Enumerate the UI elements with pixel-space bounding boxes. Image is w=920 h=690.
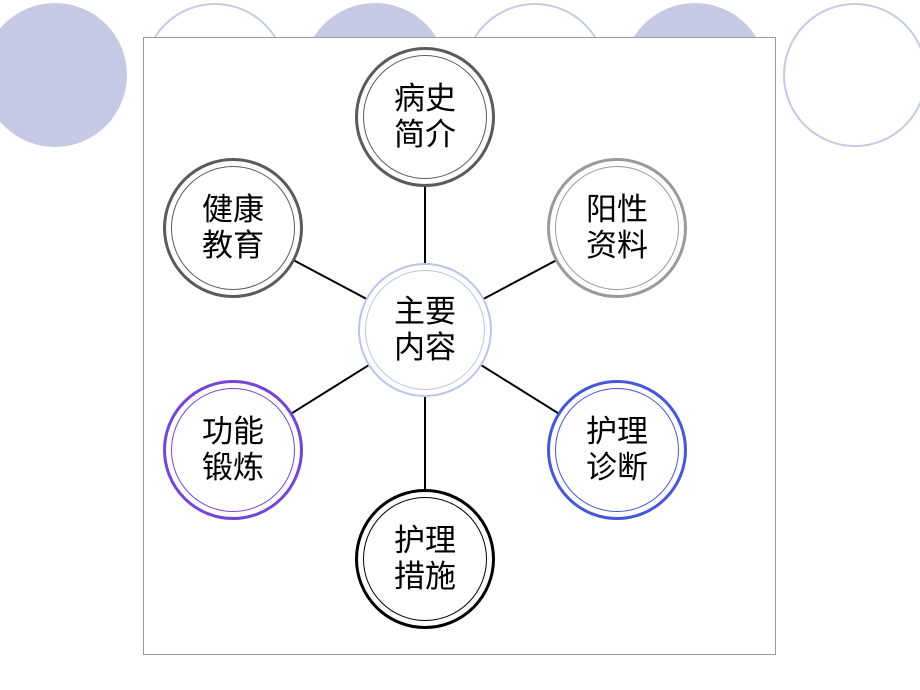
bg-circle-0 <box>0 3 127 147</box>
node-upper-left-label: 健康 教育 <box>202 192 264 263</box>
node-lower-right-inner: 护理 诊断 <box>555 388 679 512</box>
center-node: 主要 内容 <box>358 263 492 397</box>
node-lower-left-label: 功能 锻炼 <box>202 414 264 485</box>
bg-circle-5 <box>783 3 920 147</box>
center-node-label: 主要 内容 <box>394 294 456 365</box>
node-bottom: 护理 措施 <box>355 489 495 629</box>
node-top-label: 病史 简介 <box>394 81 456 152</box>
center-node-inner: 主要 内容 <box>365 270 485 390</box>
node-upper-right: 阳性 资料 <box>547 158 687 298</box>
node-upper-left: 健康 教育 <box>163 158 303 298</box>
node-bottom-inner: 护理 措施 <box>363 497 487 621</box>
node-upper-left-inner: 健康 教育 <box>171 166 295 290</box>
node-upper-right-label: 阳性 资料 <box>586 192 648 263</box>
node-lower-left: 功能 锻炼 <box>163 380 303 520</box>
node-bottom-label: 护理 措施 <box>394 523 456 594</box>
node-top-inner: 病史 简介 <box>363 55 487 179</box>
node-lower-right-label: 护理 诊断 <box>586 414 648 485</box>
node-lower-right: 护理 诊断 <box>547 380 687 520</box>
node-upper-right-inner: 阳性 资料 <box>555 166 679 290</box>
node-top: 病史 简介 <box>355 47 495 187</box>
node-lower-left-inner: 功能 锻炼 <box>171 388 295 512</box>
